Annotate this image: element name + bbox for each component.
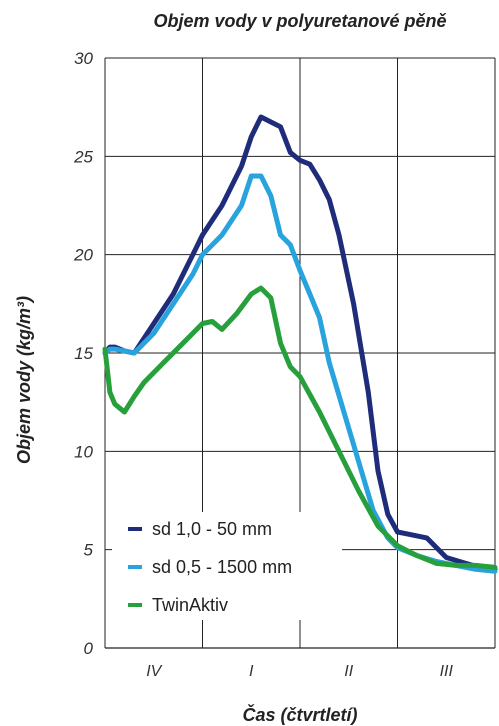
x-tick-label: III — [440, 663, 454, 680]
x-ticks: IV I II III — [146, 663, 453, 680]
legend-label: TwinAktiv — [152, 595, 228, 615]
x-tick-label: IV — [146, 663, 162, 680]
y-tick-label: 20 — [73, 246, 93, 265]
y-tick-label: 15 — [74, 344, 93, 363]
series-lines — [102, 114, 498, 574]
legend-label: sd 1,0 - 50 mm — [152, 519, 272, 539]
y-tick-label: 10 — [74, 442, 93, 461]
legend: sd 1,0 - 50 mm sd 0,5 - 1500 mm TwinAktiv — [112, 512, 342, 620]
x-tick-label: II — [344, 663, 353, 680]
y-tick-label: 5 — [84, 541, 94, 560]
legend-label: sd 0,5 - 1500 mm — [152, 557, 292, 577]
y-tick-label: 0 — [84, 639, 94, 658]
series-line-1 — [102, 114, 498, 572]
legend-background — [112, 512, 342, 620]
series-line-3 — [102, 285, 498, 570]
chart-title: Objem vody v polyuretanové pěně — [153, 11, 446, 31]
x-tick-label: I — [249, 663, 254, 680]
y-axis-label: Objem vody (kg/m³) — [14, 296, 34, 464]
x-axis-label: Čas (čtvrtletí) — [242, 704, 357, 725]
y-tick-label: 30 — [74, 49, 93, 68]
y-ticks: 0 5 10 15 20 25 30 — [73, 49, 93, 658]
y-tick-label: 25 — [73, 147, 93, 166]
